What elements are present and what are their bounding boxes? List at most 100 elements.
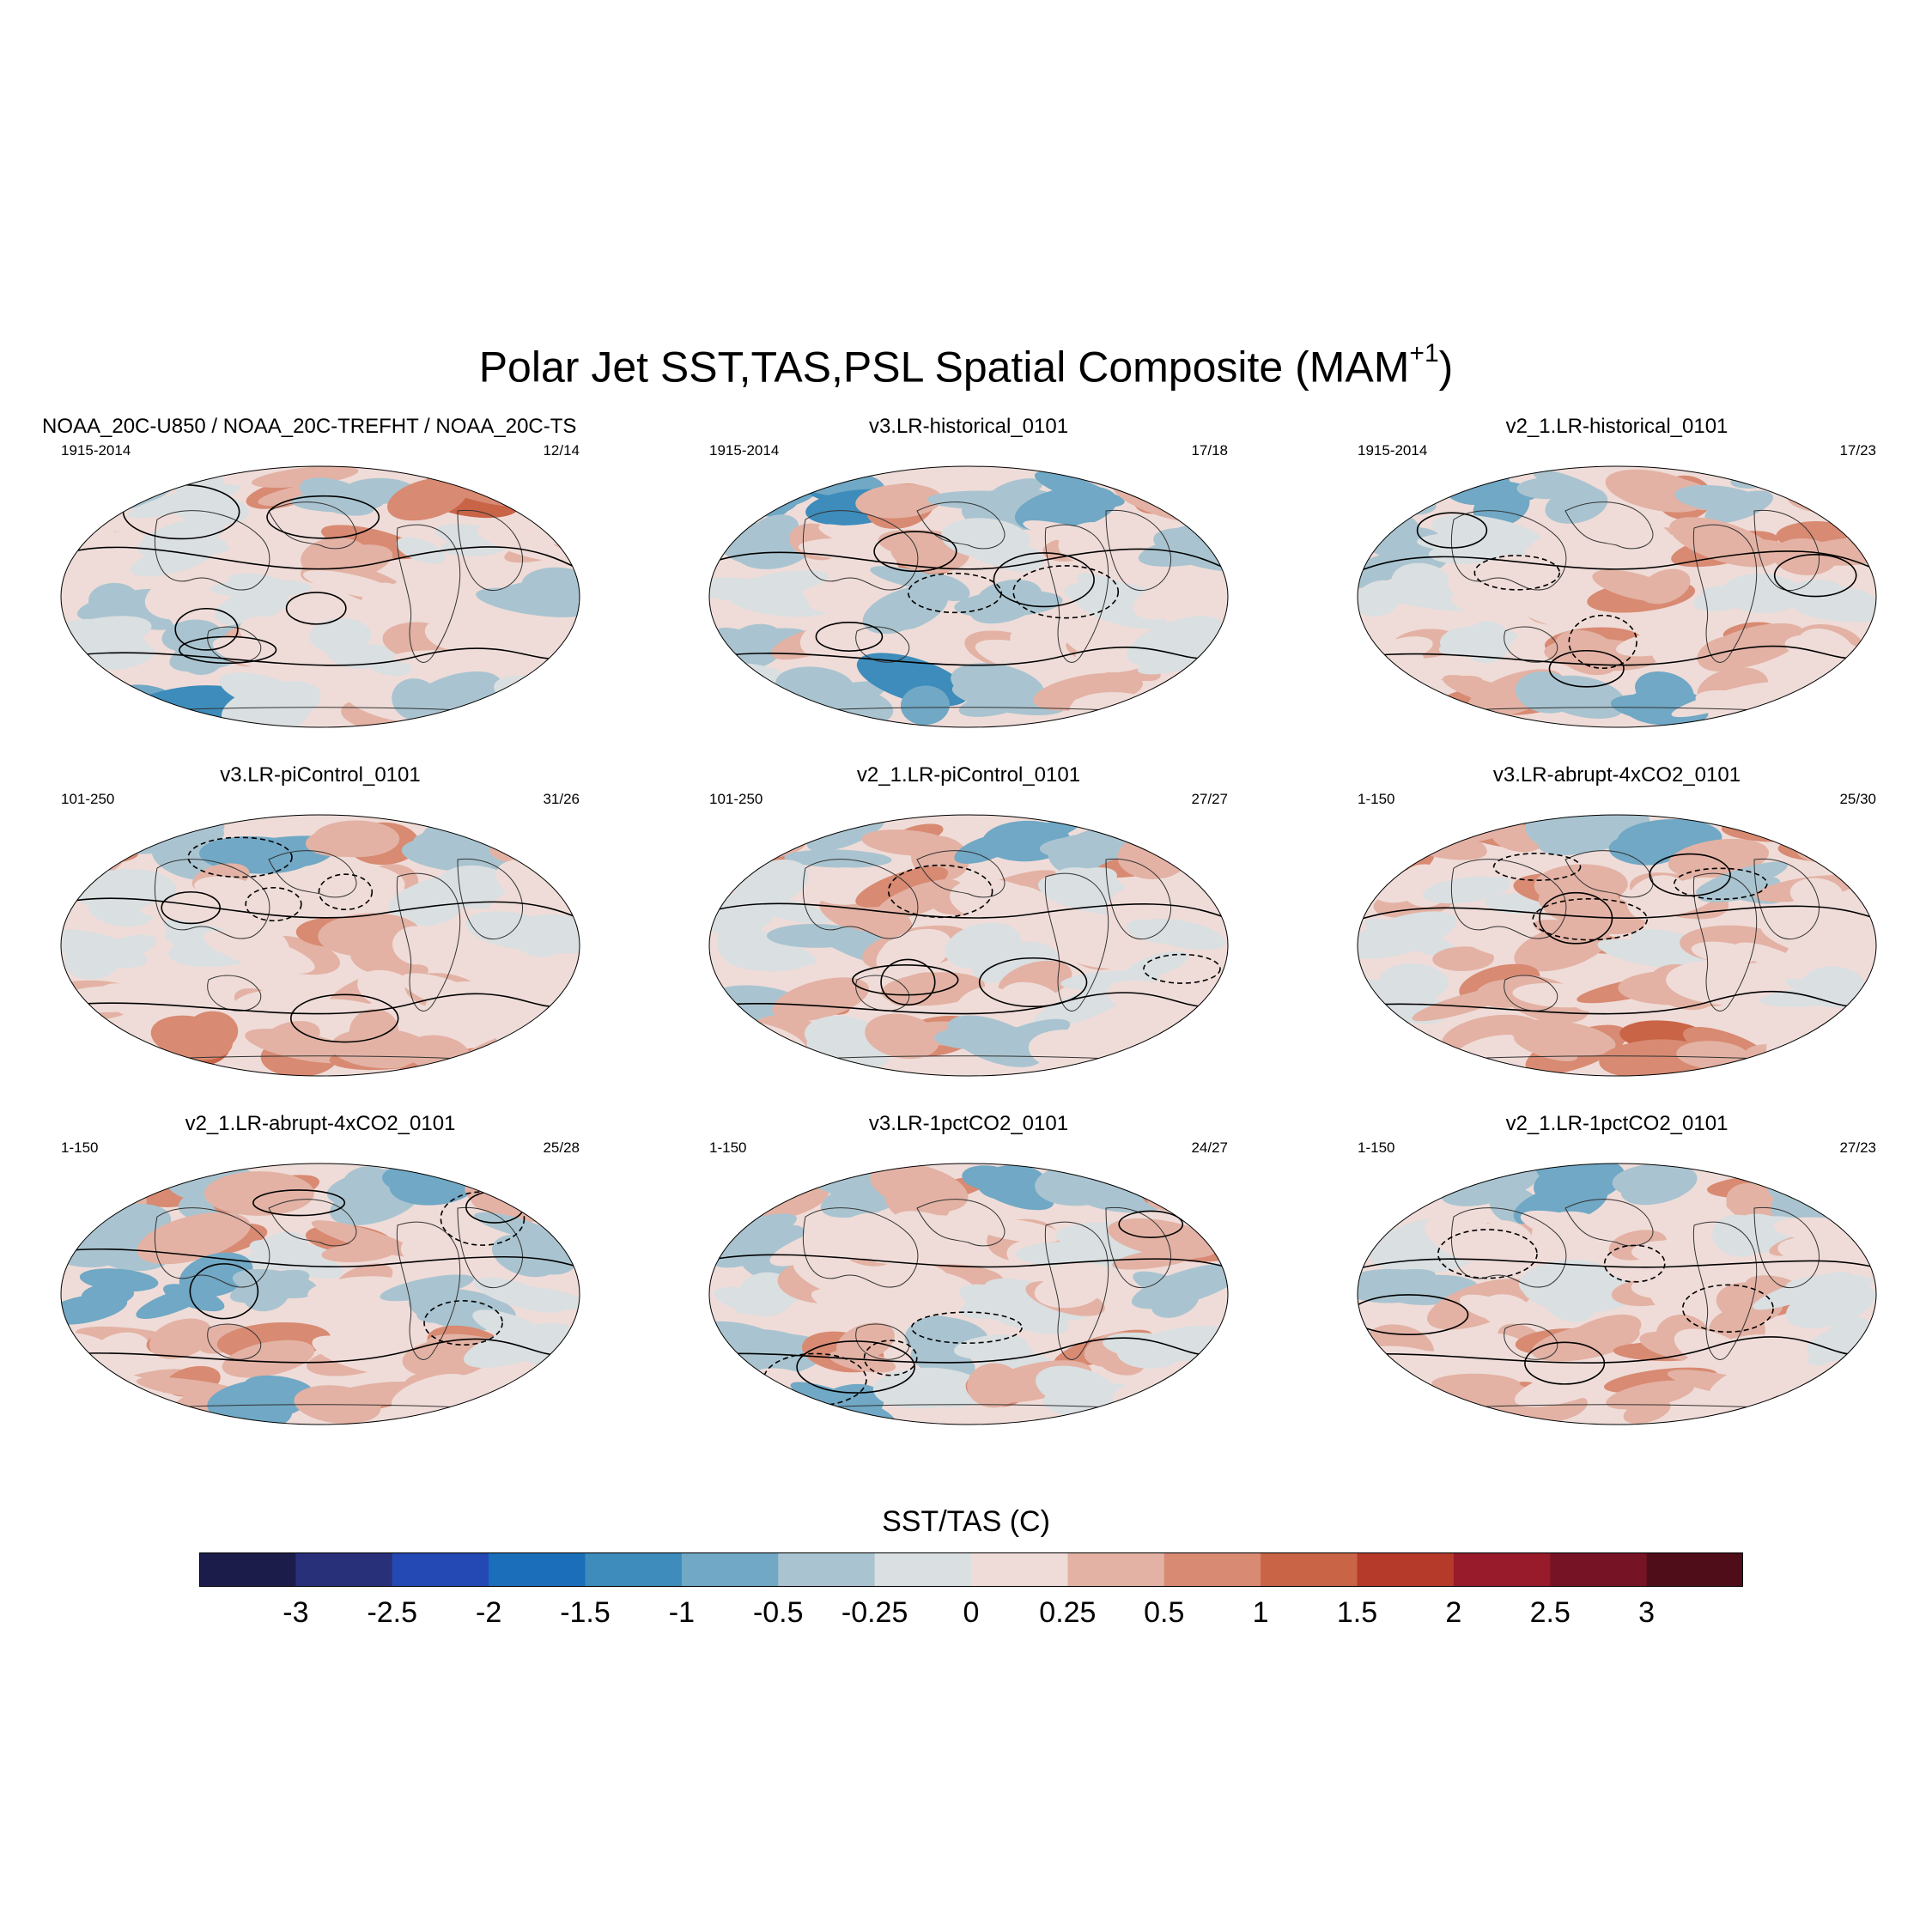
anomaly-cell: [975, 1173, 1054, 1211]
panel-period: 1-150: [709, 1139, 747, 1156]
anomaly-cell: [321, 1242, 396, 1263]
colorbar-box: [681, 1552, 779, 1587]
anomaly-cell: [954, 590, 1063, 617]
psl-contour: [289, 993, 399, 1043]
figure-title: Polar Jet SST,TAS,PSL Spatial Composite …: [0, 333, 1932, 393]
anomaly-cell: [734, 893, 831, 924]
anomaly-cell: [1735, 942, 1799, 969]
colorbar-box: [199, 1552, 296, 1587]
figure-title-text: Polar Jet SST,TAS,PSL Spatial Composite …: [478, 343, 1410, 392]
anomaly-cell: [303, 570, 398, 599]
anomaly-cell: [855, 866, 949, 908]
colorbar-tick-label: 1.5: [1336, 1596, 1378, 1629]
anomaly-cell: [1639, 1238, 1691, 1263]
coastline: [1105, 858, 1171, 940]
coastline: [1753, 509, 1820, 592]
map-panel: v3.LR-1pctCO2_0101 1-150 24/27: [702, 1112, 1235, 1438]
anomaly-cell: [772, 977, 870, 1022]
anomaly-cell: [971, 1218, 1063, 1243]
coastline: [457, 1206, 523, 1289]
anomaly-cell: [954, 833, 1019, 864]
panel-period: 101-250: [61, 791, 115, 807]
psl-contour: [1358, 1294, 1469, 1335]
panel-count: 24/27: [1191, 1139, 1228, 1156]
coastline: [154, 859, 270, 939]
colorbar-tick-label: -0.25: [841, 1596, 908, 1629]
anomaly-cell: [312, 1335, 400, 1374]
colorbar-tick-label: -0.5: [752, 1596, 804, 1629]
anomaly-cell: [878, 497, 929, 516]
anomaly-cell: [1693, 584, 1759, 612]
anomaly-cell: [790, 1382, 896, 1425]
panel-count: 17/23: [1839, 442, 1876, 459]
anomaly-cell: [1789, 821, 1876, 842]
anomaly-cell: [1825, 489, 1875, 511]
psl-contour: [62, 546, 580, 572]
psl-contour: [62, 1338, 580, 1364]
coastline: [1450, 510, 1567, 591]
colorbar-box: [392, 1552, 489, 1587]
psl-contour: [863, 1340, 918, 1376]
colorbar-box: [971, 1552, 1068, 1587]
anomaly-cell: [309, 617, 372, 654]
anomaly-cell: [392, 926, 441, 965]
anomaly-cell: [212, 636, 289, 669]
panel-count: 12/14: [543, 442, 580, 459]
anomaly-cell: [233, 526, 326, 557]
map-outline: [1357, 1163, 1877, 1425]
anomaly-cell: [487, 466, 562, 505]
coastline: [1504, 1323, 1558, 1360]
colorbar-title: SST/TAS (C): [882, 1505, 1050, 1538]
panel-title: v3.LR-abrupt-4xCO2_0101: [1492, 763, 1741, 787]
coastline: [1105, 1206, 1171, 1289]
anomaly-cell: [61, 1171, 108, 1199]
panel-title: v2_1.LR-abrupt-4xCO2_0101: [185, 1112, 456, 1135]
coastline: [154, 1207, 270, 1288]
anomaly-cell: [900, 685, 950, 726]
anomaly-cell: [986, 542, 1044, 572]
anomaly-cell: [1153, 1394, 1228, 1418]
map-panel: v3.LR-piControl_0101 101-250 31/26: [54, 763, 586, 1090]
anomaly-cell: [64, 940, 121, 980]
anomaly-cell: [953, 1334, 1027, 1359]
coastline: [855, 975, 910, 1012]
psl-contour: [318, 873, 374, 911]
coastline: [802, 1207, 919, 1288]
psl-contour: [852, 964, 959, 996]
anomaly-cell: [951, 680, 1066, 716]
anomaly-cell: [1522, 1268, 1635, 1313]
anomaly-cell: [163, 1284, 225, 1312]
coastline: [855, 1323, 910, 1360]
anomaly-cell: [1606, 1380, 1694, 1410]
psl-contour: [174, 607, 239, 651]
colorbar-tick-label: 2: [1445, 1596, 1462, 1629]
colorbar-box: [585, 1552, 683, 1587]
colorbar-tick-label: -3: [283, 1596, 309, 1629]
anomaly-cell: [1531, 1211, 1608, 1255]
panel-count: 27/23: [1839, 1139, 1876, 1156]
anomaly-cell: [1438, 629, 1517, 656]
colorbar-tick-label: 0.5: [1144, 1596, 1185, 1629]
map-outline: [708, 465, 1229, 728]
map-outline: [60, 1163, 580, 1425]
anomaly-cell: [1358, 683, 1418, 710]
anomaly-cell: [252, 466, 359, 489]
coastline: [1450, 859, 1567, 939]
psl-contour: [179, 635, 277, 665]
anomaly-cell: [1126, 919, 1184, 944]
anomaly-cell: [802, 589, 866, 617]
panel-title: v2_1.LR-1pctCO2_0101: [1505, 1112, 1728, 1135]
psl-contour: [423, 1300, 503, 1346]
psl-contour: [62, 1248, 580, 1269]
anomaly-cell: [207, 1378, 313, 1423]
anomaly-cell: [888, 972, 945, 1006]
anomaly-cell: [305, 825, 392, 857]
anomaly-cell: [1147, 1163, 1228, 1194]
panel-period: 1915-2014: [709, 442, 780, 459]
robinson-map: [1357, 1163, 1877, 1425]
anomaly-cell: [784, 849, 892, 868]
psl-contour: [1473, 555, 1561, 591]
anomaly-cell: [1362, 474, 1443, 499]
anomaly-cell: [76, 1033, 134, 1058]
colorbar-box: [1453, 1552, 1551, 1587]
